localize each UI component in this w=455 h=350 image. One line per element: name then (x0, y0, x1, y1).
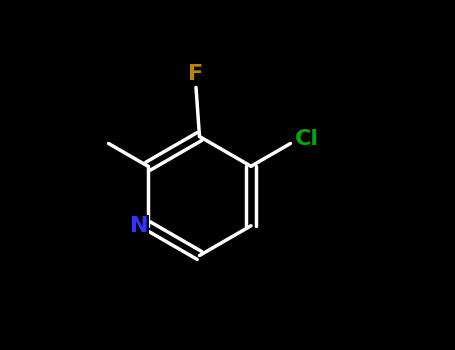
Text: Cl: Cl (295, 129, 319, 149)
Text: N: N (130, 216, 148, 236)
FancyBboxPatch shape (187, 64, 206, 84)
Text: F: F (188, 64, 203, 84)
FancyBboxPatch shape (128, 215, 149, 236)
FancyBboxPatch shape (294, 129, 320, 150)
